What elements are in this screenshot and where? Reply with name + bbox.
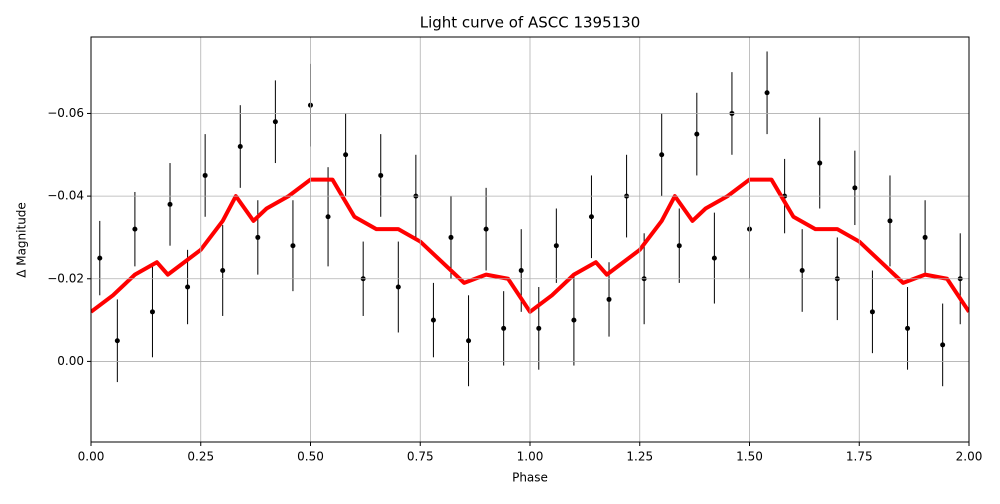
- data-point: [536, 325, 542, 331]
- data-point: [290, 243, 296, 249]
- data-point: [167, 201, 173, 207]
- x-tick-label: 1.00: [517, 450, 544, 464]
- data-point: [764, 90, 770, 96]
- data-point: [378, 172, 384, 178]
- chart-title: Light curve of ASCC 1395130: [420, 14, 641, 32]
- data-point: [220, 267, 226, 273]
- data-point: [606, 296, 612, 302]
- data-point: [694, 131, 700, 137]
- data-point: [817, 160, 823, 166]
- data-point: [325, 214, 331, 220]
- data-point: [588, 214, 594, 220]
- data-point: [553, 243, 559, 249]
- data-point: [501, 325, 507, 331]
- data-point: [711, 255, 717, 261]
- data-point: [255, 234, 261, 240]
- plot-frame: [90, 36, 970, 443]
- data-point: [272, 119, 278, 125]
- data-point: [869, 309, 875, 315]
- data-point: [852, 185, 858, 191]
- data-point: [149, 309, 155, 315]
- y-axis-label: Δ Magnitude: [15, 202, 29, 278]
- data-point: [430, 317, 436, 323]
- data-point: [887, 218, 893, 224]
- x-tick-label: 0.75: [407, 450, 434, 464]
- x-tick-label: 0.50: [297, 450, 324, 464]
- data-point: [97, 255, 103, 261]
- x-tick-label: 0.25: [187, 450, 214, 464]
- data-point: [448, 234, 454, 240]
- data-point: [395, 284, 401, 290]
- data-point: [571, 317, 577, 323]
- data-point: [202, 172, 208, 178]
- data-point: [237, 144, 243, 150]
- y-tick-label: −0.04: [47, 189, 84, 203]
- data-point: [922, 234, 928, 240]
- x-tick-label: 0.00: [78, 450, 105, 464]
- data-point: [905, 325, 911, 331]
- data-point: [518, 267, 524, 273]
- data-point: [940, 342, 946, 348]
- data-point: [799, 267, 805, 273]
- data-point: [132, 226, 138, 232]
- data-point: [659, 152, 665, 158]
- y-tick-label: 0.00: [57, 354, 84, 368]
- x-tick-label: 2.00: [956, 450, 983, 464]
- x-tick-label: 1.50: [736, 450, 763, 464]
- x-tick-label: 1.25: [626, 450, 653, 464]
- data-point: [483, 226, 489, 232]
- x-tick-label: 1.75: [846, 450, 873, 464]
- y-tick-label: −0.02: [47, 271, 84, 285]
- data-point: [185, 284, 191, 290]
- data-point: [676, 243, 682, 249]
- data-point: [466, 338, 472, 344]
- data-point: [343, 152, 349, 158]
- x-axis-label: Phase: [512, 471, 548, 485]
- y-tick-label: −0.06: [47, 106, 84, 120]
- data-point: [114, 338, 120, 344]
